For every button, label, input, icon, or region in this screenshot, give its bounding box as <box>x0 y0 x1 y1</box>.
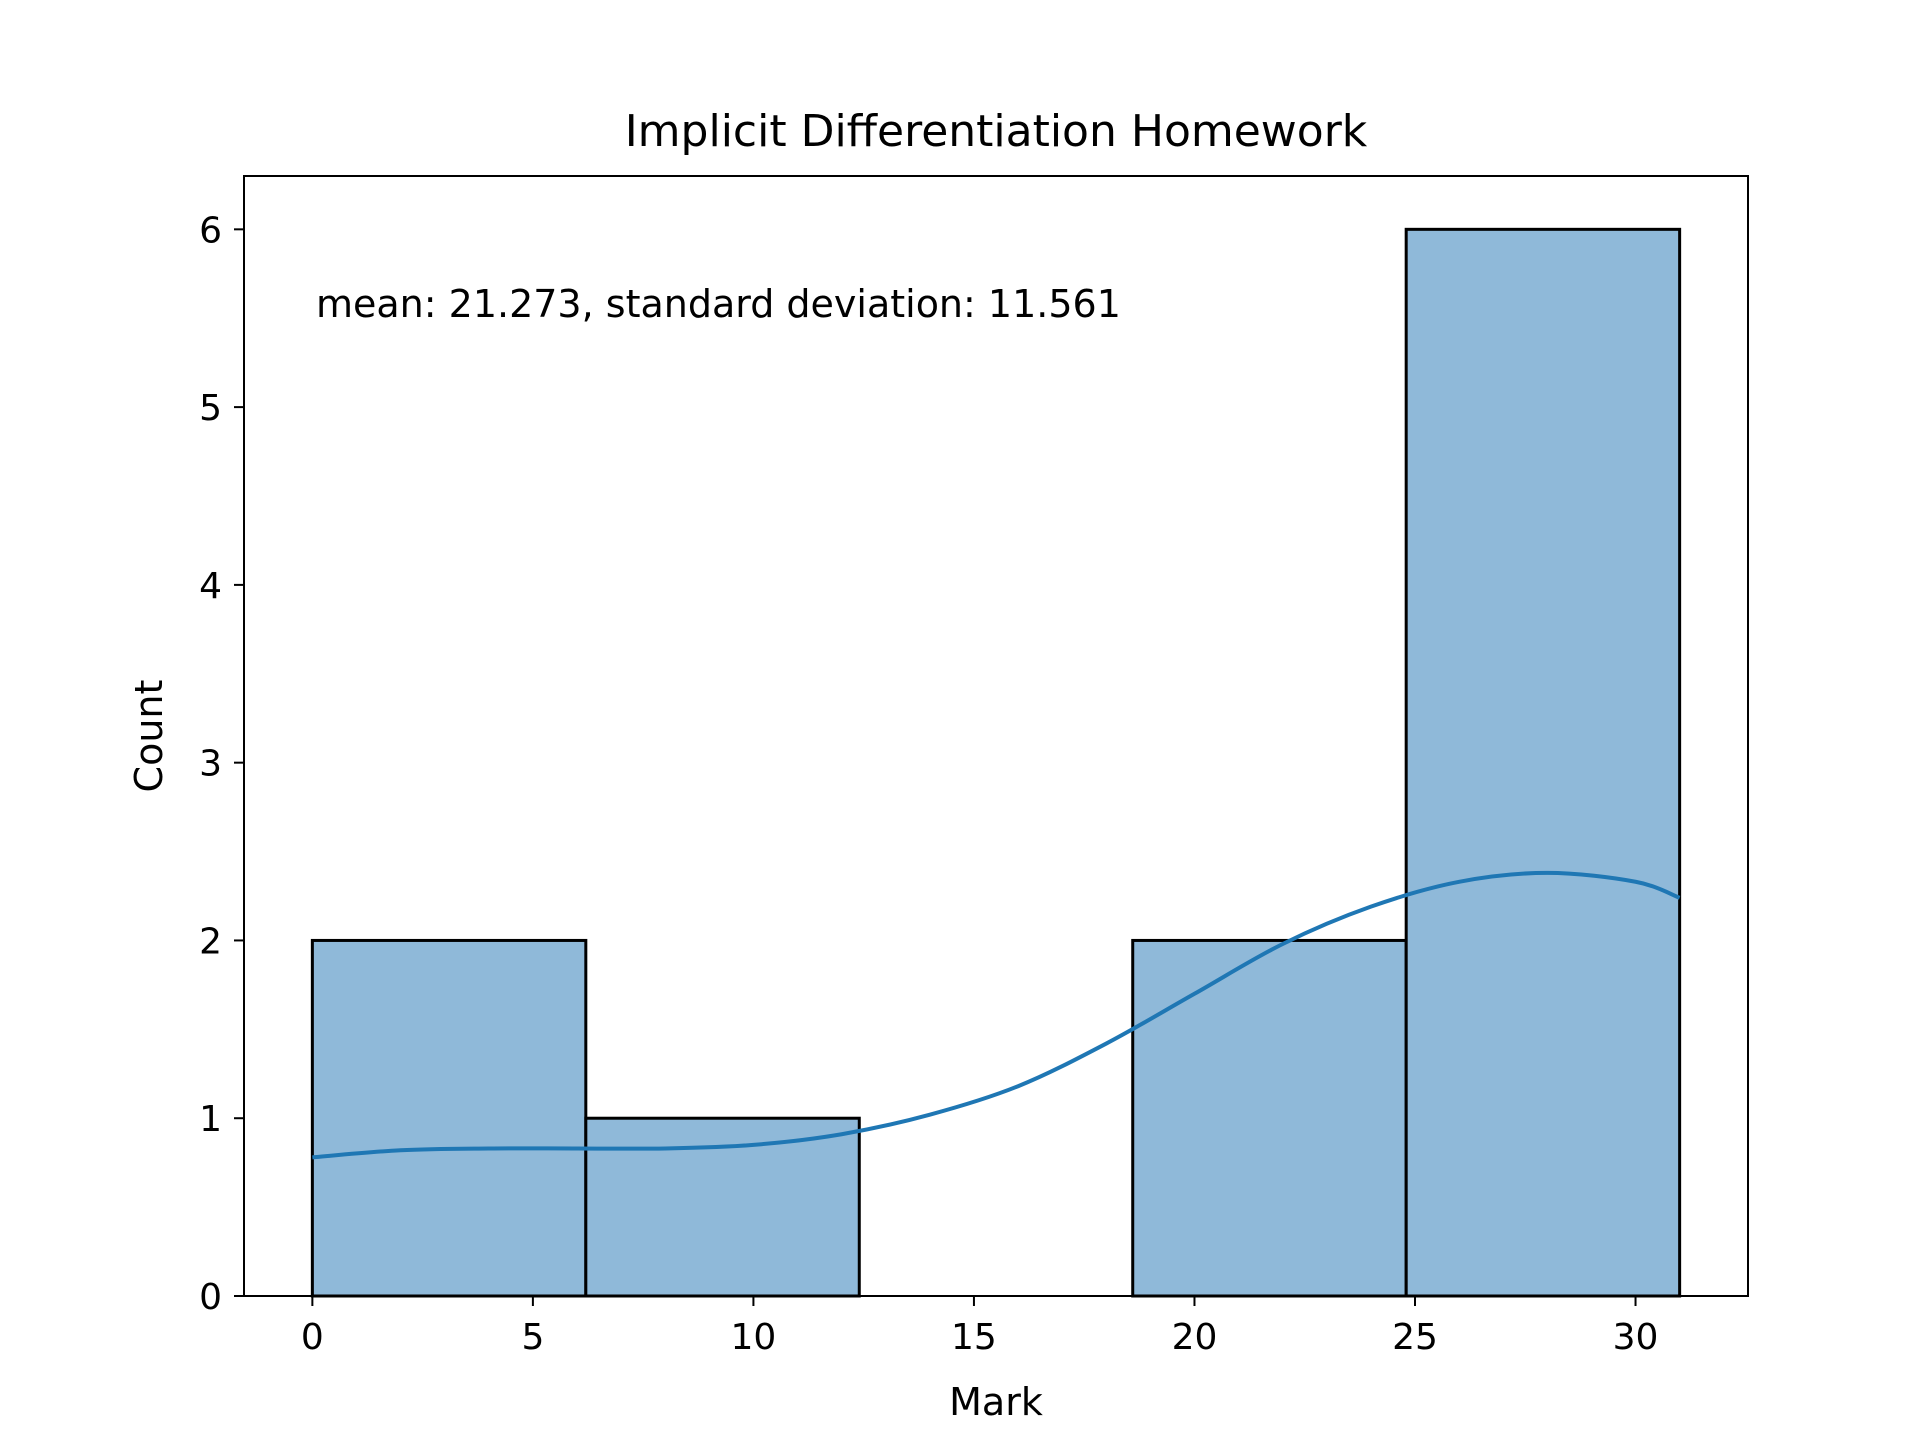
x-axis-label: Mark <box>949 1380 1043 1424</box>
y-axis-ticks: 0 1 2 3 4 5 6 <box>199 210 244 1318</box>
x-tick-label: 30 <box>1613 1317 1659 1358</box>
histogram-bar-4 <box>1131 938 1408 1298</box>
chart-title: Implicit Differentiation Homework <box>625 106 1368 157</box>
x-tick-label: 20 <box>1172 1317 1218 1358</box>
histogram-bars <box>310 227 1682 1298</box>
x-tick-label: 0 <box>301 1317 324 1358</box>
x-tick-label: 10 <box>731 1317 777 1358</box>
x-axis-ticks: 0 5 10 15 20 25 30 <box>301 1296 1659 1358</box>
x-tick-label: 5 <box>521 1317 544 1358</box>
y-tick-label: 3 <box>199 744 222 785</box>
y-tick-label: 4 <box>199 566 222 607</box>
y-tick-label: 2 <box>199 921 222 962</box>
histogram-bar-1 <box>310 938 588 1298</box>
x-tick-label: 15 <box>951 1317 997 1358</box>
y-tick-label: 6 <box>199 210 222 251</box>
x-tick-label: 25 <box>1392 1317 1438 1358</box>
histogram-bar-5 <box>1404 227 1682 1298</box>
kde-curve <box>312 870 1681 1160</box>
y-tick-label: 0 <box>199 1277 222 1318</box>
y-tick-label: 1 <box>199 1099 222 1140</box>
axes-frame <box>243 175 1749 1297</box>
y-tick-label: 5 <box>199 388 222 429</box>
stats-annotation: mean: 21.273, standard deviation: 11.561 <box>316 282 1121 326</box>
y-axis-label: Count <box>127 680 171 793</box>
